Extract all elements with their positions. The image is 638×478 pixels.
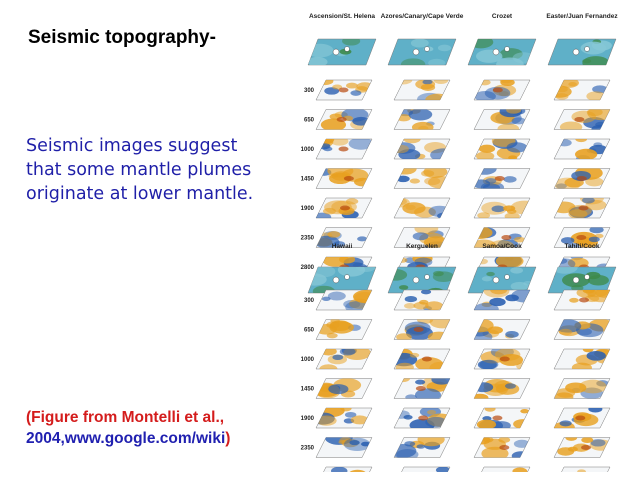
depth-label: 2800 [301, 265, 315, 271]
depth-slab [393, 138, 451, 160]
citation-source: 2004,www.google.com/wiki [26, 430, 226, 447]
depth-slab [315, 109, 373, 130]
depth-slab [315, 79, 373, 101]
depth-slab [473, 437, 531, 458]
depth-slab [561, 466, 611, 472]
depth-slab [315, 168, 373, 189]
depth-slab [393, 227, 451, 248]
depth-slab [473, 289, 531, 311]
citation-line-2: 2004,www.google.com/wiki) [26, 428, 230, 449]
slide-title: Seismic topography- [28, 27, 216, 48]
depth-label: 2350 [301, 446, 315, 452]
depth-slab [473, 319, 531, 340]
depth-slab [315, 289, 373, 311]
depth-slab [315, 378, 373, 399]
depth-slab [393, 79, 451, 101]
tomography-figure: Ascension/St. Helena Azores/Canary/Cape V… [300, 10, 636, 472]
depth-slab [393, 437, 451, 458]
depth-label: 1000 [301, 357, 315, 363]
map-slab [547, 38, 617, 66]
depth-slab [393, 289, 451, 311]
depth-slab [393, 348, 451, 370]
depth-slab [473, 227, 531, 248]
hotspot-label: Samoa/Cook [482, 243, 522, 250]
depth-slab [393, 319, 451, 340]
depth-slab [315, 407, 373, 429]
depth-slab [553, 437, 611, 458]
depth-label: 1900 [301, 416, 315, 422]
depth-slab [473, 109, 531, 130]
depth-slab [315, 227, 373, 248]
hotspot-label: Ascension/St. Helena [309, 13, 375, 20]
depth-label: 2350 [301, 236, 315, 242]
depth-slab [553, 227, 611, 248]
depth-slab [473, 407, 531, 429]
depth-slab [553, 197, 611, 219]
depth-slab [401, 466, 451, 472]
depth-label: 300 [304, 88, 315, 94]
depth-label: 300 [304, 298, 315, 304]
depth-slab [481, 466, 531, 472]
citation-line-1: (Figure from Montelli et al., [26, 409, 225, 426]
map-slab [307, 266, 377, 294]
depth-slab [553, 378, 611, 399]
body-line: that some mantle plumes [26, 160, 252, 180]
hotspot-label: Easter/Juan Fernandez [546, 13, 618, 20]
depth-label: 650 [304, 118, 315, 124]
depth-slab [553, 319, 611, 340]
map-slab [387, 38, 457, 66]
depth-slab [473, 138, 531, 160]
depth-slab [393, 109, 451, 130]
depth-slab [473, 348, 531, 370]
depth-slab [553, 79, 611, 101]
depth-slab [393, 407, 451, 429]
depth-slab [473, 168, 531, 189]
depth-slab [553, 289, 611, 311]
depth-slab [315, 437, 373, 458]
depth-label: 1450 [301, 177, 315, 183]
depth-slab [393, 168, 451, 189]
depth-slab [315, 348, 373, 370]
depth-slab [553, 348, 611, 370]
depth-slab [323, 466, 373, 472]
hotspot-label: Tahiti/Cook [565, 243, 600, 250]
depth-slab [553, 407, 611, 429]
hotspot-label: Kerguelen [406, 243, 438, 250]
hotspot-label: Hawaii [332, 243, 353, 250]
depth-label: 1900 [301, 206, 315, 212]
body-line: Seismic images suggest [26, 136, 238, 156]
map-slab [467, 266, 537, 294]
depth-slab [553, 109, 611, 130]
map-slab [547, 266, 617, 294]
hotspot-label: Azores/Canary/Cape Verde [381, 13, 464, 20]
depth-slab [553, 168, 611, 189]
depth-slab [473, 79, 531, 101]
depth-label: 650 [304, 328, 315, 334]
depth-slab [393, 378, 451, 399]
depth-slab [473, 378, 531, 399]
body-line: originate at lower mantle. [26, 184, 254, 204]
citation-close-paren: ) [225, 430, 231, 447]
depth-label: 1000 [301, 147, 315, 153]
hotspot-label: Crozet [492, 13, 513, 20]
depth-slab [315, 319, 373, 340]
map-slab [307, 38, 377, 66]
depth-slab [315, 138, 373, 160]
depth-label: 1450 [301, 387, 315, 393]
body-text: Seismic images suggest that some mantle … [26, 134, 286, 206]
depth-slab [473, 197, 531, 219]
depth-slab [393, 197, 451, 219]
map-slab [467, 38, 537, 66]
citation: (Figure from Montelli et al., 2004,www.g… [26, 407, 230, 449]
depth-slab [553, 138, 611, 160]
depth-slab [315, 197, 373, 219]
tomography-image: Ascension/St. Helena Azores/Canary/Cape V… [301, 13, 618, 472]
